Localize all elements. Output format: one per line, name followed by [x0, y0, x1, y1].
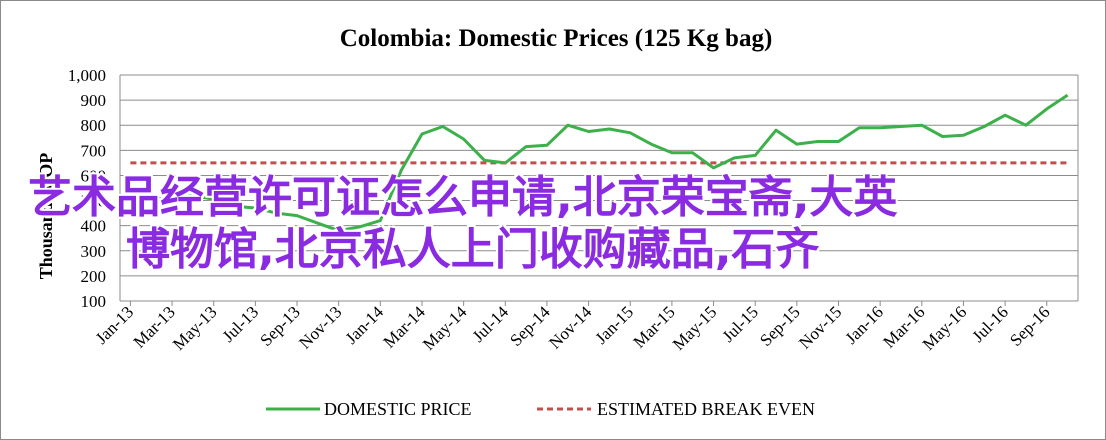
y-tick-label: 500 [81, 192, 107, 211]
series-line-domestic-price [130, 93, 1069, 233]
x-tick-label: Sep-15 [756, 302, 803, 349]
x-tick-label: Nov-14 [545, 302, 596, 353]
x-tick-label: Jan-14 [342, 302, 388, 348]
y-axis-label: Thousands COP [36, 153, 56, 280]
legend-label-domestic-price: DOMESTIC PRICE [324, 399, 472, 419]
x-tick-label: May-13 [169, 302, 220, 353]
x-tick-label: Nov-15 [795, 302, 845, 352]
watermark-line-2: 博物馆,北京私人上门收购藏品,石齐 [126, 224, 820, 275]
watermark-line-1: 艺术品经营许可证怎么申请,北京荣宝斋,大英 [28, 172, 898, 223]
legend: DOMESTIC PRICE ESTIMATED BREAK EVEN [266, 399, 815, 419]
x-tick-label: Sep-14 [506, 302, 554, 350]
x-tick-label: May-16 [919, 302, 970, 353]
x-tick-label: Jul-15 [719, 302, 762, 345]
y-tick-label: 400 [81, 217, 107, 236]
legend-label-estimated-break-even: ESTIMATED BREAK EVEN [597, 399, 815, 419]
watermark-overlay-text: 艺术品经营许可证怎么申请,北京荣宝斋,大英 博物馆,北京私人上门收购藏品,石齐 [28, 172, 1088, 276]
x-tick-label: Jul-14 [469, 302, 513, 346]
x-tick-label: May-15 [669, 302, 720, 353]
y-tick-label: 600 [81, 166, 107, 185]
y-tick-label: 300 [81, 242, 107, 261]
x-tick-label: Jan-15 [592, 302, 637, 347]
y-tick-label: 800 [81, 116, 107, 135]
y-tick-label: 1,000 [68, 66, 106, 85]
y-axis-ticks: 100 200 300 400 500 600 700 800 900 1,000 [68, 66, 106, 311]
x-tick-label: Jul-13 [219, 302, 262, 345]
x-axis-ticks: Jan-13Mar-13May-13Jul-13Sep-13Nov-13Jan-… [92, 301, 1054, 354]
y-tick-label: 100 [81, 292, 107, 311]
y-tick-label: 900 [81, 91, 107, 110]
x-tick-label: Jan-16 [841, 302, 886, 347]
x-tick-label: May-14 [419, 302, 471, 354]
chart-title: Colombia: Domestic Prices (125 Kg bag) [340, 25, 773, 52]
x-tick-label: Jul-16 [968, 302, 1011, 345]
y-tick-label: 200 [81, 267, 107, 286]
y-tick-label: 700 [81, 141, 107, 160]
x-tick-label: Nov-13 [295, 302, 345, 352]
gridlines [119, 74, 1079, 302]
x-tick-label: Sep-16 [1006, 302, 1053, 349]
x-tick-label: Sep-13 [256, 302, 303, 349]
series-layer [130, 93, 1069, 233]
